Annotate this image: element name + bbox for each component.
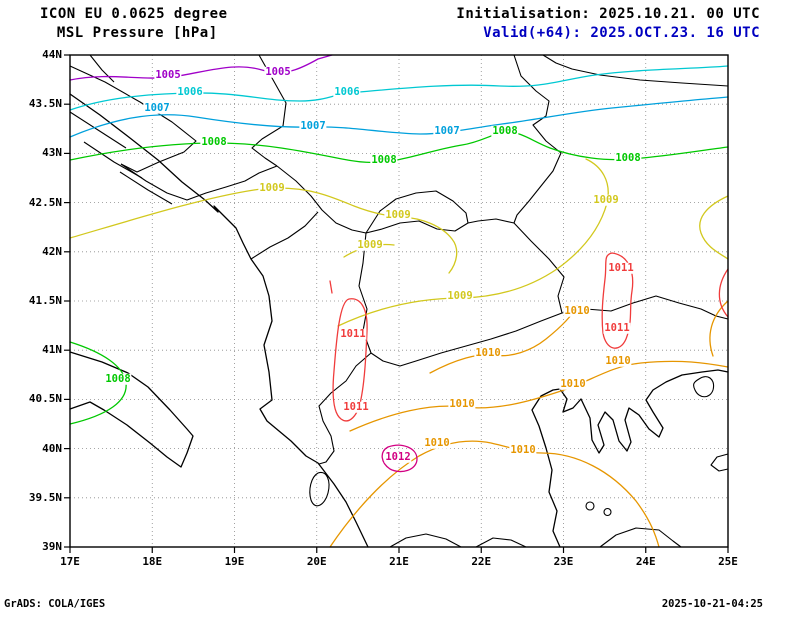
isobar-1011-edge (718, 268, 729, 318)
isobar-1011-west (332, 298, 368, 422)
isobar-1012 (381, 444, 418, 473)
isobar-1005 (69, 54, 333, 81)
isobar-1007 (69, 96, 729, 138)
grads-credit: GrADS: COLA/IGES (4, 598, 106, 610)
init-text: Initialisation: 2025.10.21. 00 UTC (456, 6, 760, 22)
coastlines (69, 54, 729, 548)
isobar-1010-south (329, 440, 660, 548)
grid-lines (70, 55, 728, 547)
model-title: ICON EU 0.0625 degree (40, 6, 228, 22)
field-title: MSL Pressure [hPa] (48, 25, 218, 41)
isobar-1010-east (709, 300, 729, 357)
isobar-1009-east (699, 195, 729, 260)
isobar-1011-east (601, 252, 634, 349)
isobar-1011-frag (329, 280, 333, 294)
isobar-1010-mid (349, 360, 729, 432)
isobar-1010-north (429, 305, 578, 374)
valid-text: Valid(+64): 2025.OCT.23. 16 UTC (483, 25, 760, 41)
isobar-1009 (69, 187, 458, 274)
isobar-1009-frag (343, 243, 395, 258)
axis-ticks (64, 54, 729, 553)
plot-timestamp: 2025-10-21-04:25 (661, 598, 763, 610)
map-frame (69, 54, 729, 548)
country-borders (69, 54, 729, 465)
